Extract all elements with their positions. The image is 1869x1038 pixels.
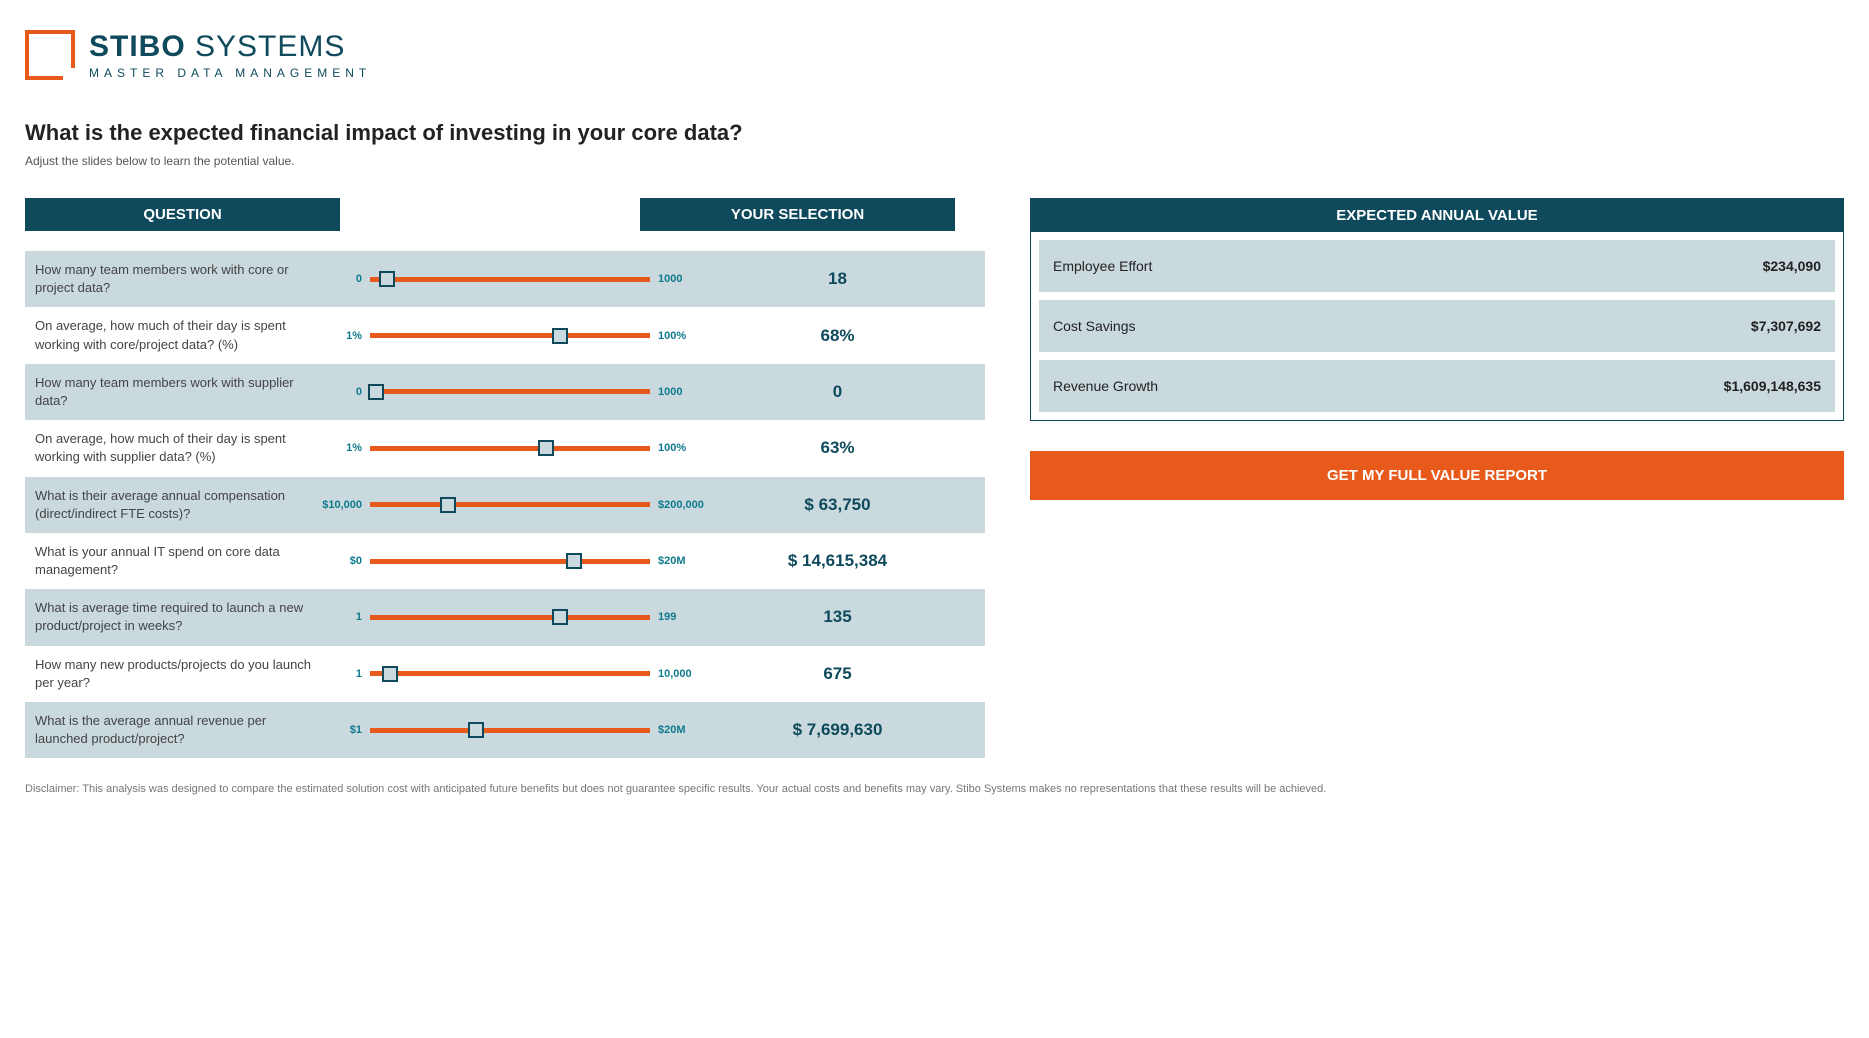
logo-name-bold: STIBO: [89, 30, 186, 63]
slider-track[interactable]: [370, 615, 650, 620]
slider-thumb[interactable]: [538, 440, 554, 456]
logo-name-light: SYSTEMS: [186, 30, 346, 63]
question-row: How many team members work with core or …: [25, 251, 985, 307]
slider-track[interactable]: [370, 389, 650, 394]
question-label: On average, how much of their day is spe…: [35, 430, 320, 466]
value-label: Employee Effort: [1053, 258, 1152, 274]
question-header: QUESTION: [25, 198, 340, 231]
question-row: What is your annual IT spend on core dat…: [25, 533, 985, 589]
slider-min: 1%: [320, 442, 370, 454]
disclaimer-text: Disclaimer: This analysis was designed t…: [25, 783, 1844, 795]
slider-max: 100%: [650, 330, 700, 342]
value-label: Revenue Growth: [1053, 378, 1158, 394]
question-label: On average, how much of their day is spe…: [35, 317, 320, 353]
question-row: What is average time required to launch …: [25, 589, 985, 645]
selection-value: 68%: [700, 326, 975, 346]
slider-thumb[interactable]: [552, 609, 568, 625]
value-panel-header: EXPECTED ANNUAL VALUE: [1031, 199, 1843, 232]
slider-min: 1: [320, 611, 370, 623]
slider-thumb[interactable]: [566, 553, 582, 569]
get-report-button[interactable]: GET MY FULL VALUE REPORT: [1030, 451, 1844, 500]
slider-max: $20M: [650, 555, 700, 567]
slider-track[interactable]: [370, 446, 650, 451]
slider-track[interactable]: [370, 277, 650, 282]
slider[interactable]: 1 199: [320, 611, 700, 623]
question-label: How many team members work with supplier…: [35, 374, 320, 410]
question-label: What is your annual IT spend on core dat…: [35, 543, 320, 579]
slider-min: 0: [320, 386, 370, 398]
selection-value: 135: [700, 607, 975, 627]
value-label: Cost Savings: [1053, 318, 1135, 334]
question-row: How many new products/projects do you la…: [25, 646, 985, 702]
value-panel: EXPECTED ANNUAL VALUE Employee Effort $23…: [1030, 198, 1844, 421]
slider-track[interactable]: [370, 728, 650, 733]
page-title: What is the expected financial impact of…: [25, 120, 1844, 146]
slider[interactable]: 1% 100%: [320, 442, 700, 454]
question-row: How many team members work with supplier…: [25, 364, 985, 420]
value-amount: $1,609,148,635: [1724, 378, 1821, 394]
value-amount: $234,090: [1763, 258, 1821, 274]
question-label: How many team members work with core or …: [35, 261, 320, 297]
value-row: Cost Savings $7,307,692: [1039, 300, 1835, 352]
selection-header: YOUR SELECTION: [640, 198, 955, 231]
question-row: What is the average annual revenue per l…: [25, 702, 985, 758]
question-row: On average, how much of their day is spe…: [25, 307, 985, 363]
slider[interactable]: 0 1000: [320, 386, 700, 398]
slider-max: 1000: [650, 386, 700, 398]
questions-panel: QUESTION YOUR SELECTION How many team me…: [25, 198, 985, 758]
slider[interactable]: $1 $20M: [320, 724, 700, 736]
slider-track[interactable]: [370, 502, 650, 507]
selection-value: 63%: [700, 438, 975, 458]
question-row: What is their average annual compensatio…: [25, 477, 985, 533]
slider-thumb[interactable]: [382, 666, 398, 682]
logo-icon: [25, 30, 75, 80]
slider-thumb[interactable]: [552, 328, 568, 344]
logo-tagline: MASTER DATA MANAGEMENT: [89, 66, 371, 80]
question-row: On average, how much of their day is spe…: [25, 420, 985, 476]
question-label: How many new products/projects do you la…: [35, 656, 320, 692]
slider-thumb[interactable]: [440, 497, 456, 513]
slider[interactable]: $10,000 $200,000: [320, 499, 700, 511]
selection-value: 18: [700, 269, 975, 289]
slider-min: $10,000: [320, 499, 370, 511]
slider-min: 0: [320, 273, 370, 285]
slider-min: $0: [320, 555, 370, 567]
slider-min: 1: [320, 668, 370, 680]
selection-value: $ 14,615,384: [700, 551, 975, 571]
slider[interactable]: 1% 100%: [320, 330, 700, 342]
slider-thumb[interactable]: [379, 271, 395, 287]
slider[interactable]: $0 $20M: [320, 555, 700, 567]
slider-max: $200,000: [650, 499, 700, 511]
logo-text: STIBO SYSTEMS: [89, 30, 371, 64]
brand-logo: STIBO SYSTEMS MASTER DATA MANAGEMENT: [25, 30, 1844, 80]
question-label: What is the average annual revenue per l…: [35, 712, 320, 748]
slider[interactable]: 1 10,000: [320, 668, 700, 680]
slider-track[interactable]: [370, 559, 650, 564]
selection-value: $ 63,750: [700, 495, 975, 515]
value-panel-wrap: EXPECTED ANNUAL VALUE Employee Effort $23…: [1030, 198, 1844, 500]
slider-track[interactable]: [370, 671, 650, 676]
selection-value: $ 7,699,630: [700, 720, 975, 740]
slider-thumb[interactable]: [468, 722, 484, 738]
selection-value: 0: [700, 382, 975, 402]
question-label: What is their average annual compensatio…: [35, 487, 320, 523]
value-row: Revenue Growth $1,609,148,635: [1039, 360, 1835, 412]
slider-max: 10,000: [650, 668, 700, 680]
slider-thumb[interactable]: [368, 384, 384, 400]
slider-min: $1: [320, 724, 370, 736]
slider-max: $20M: [650, 724, 700, 736]
slider-max: 100%: [650, 442, 700, 454]
slider[interactable]: 0 1000: [320, 273, 700, 285]
value-amount: $7,307,692: [1751, 318, 1821, 334]
slider-max: 1000: [650, 273, 700, 285]
slider-track[interactable]: [370, 333, 650, 338]
slider-min: 1%: [320, 330, 370, 342]
slider-max: 199: [650, 611, 700, 623]
selection-value: 675: [700, 664, 975, 684]
value-row: Employee Effort $234,090: [1039, 240, 1835, 292]
page-subtitle: Adjust the slides below to learn the pot…: [25, 154, 1844, 168]
question-label: What is average time required to launch …: [35, 599, 320, 635]
